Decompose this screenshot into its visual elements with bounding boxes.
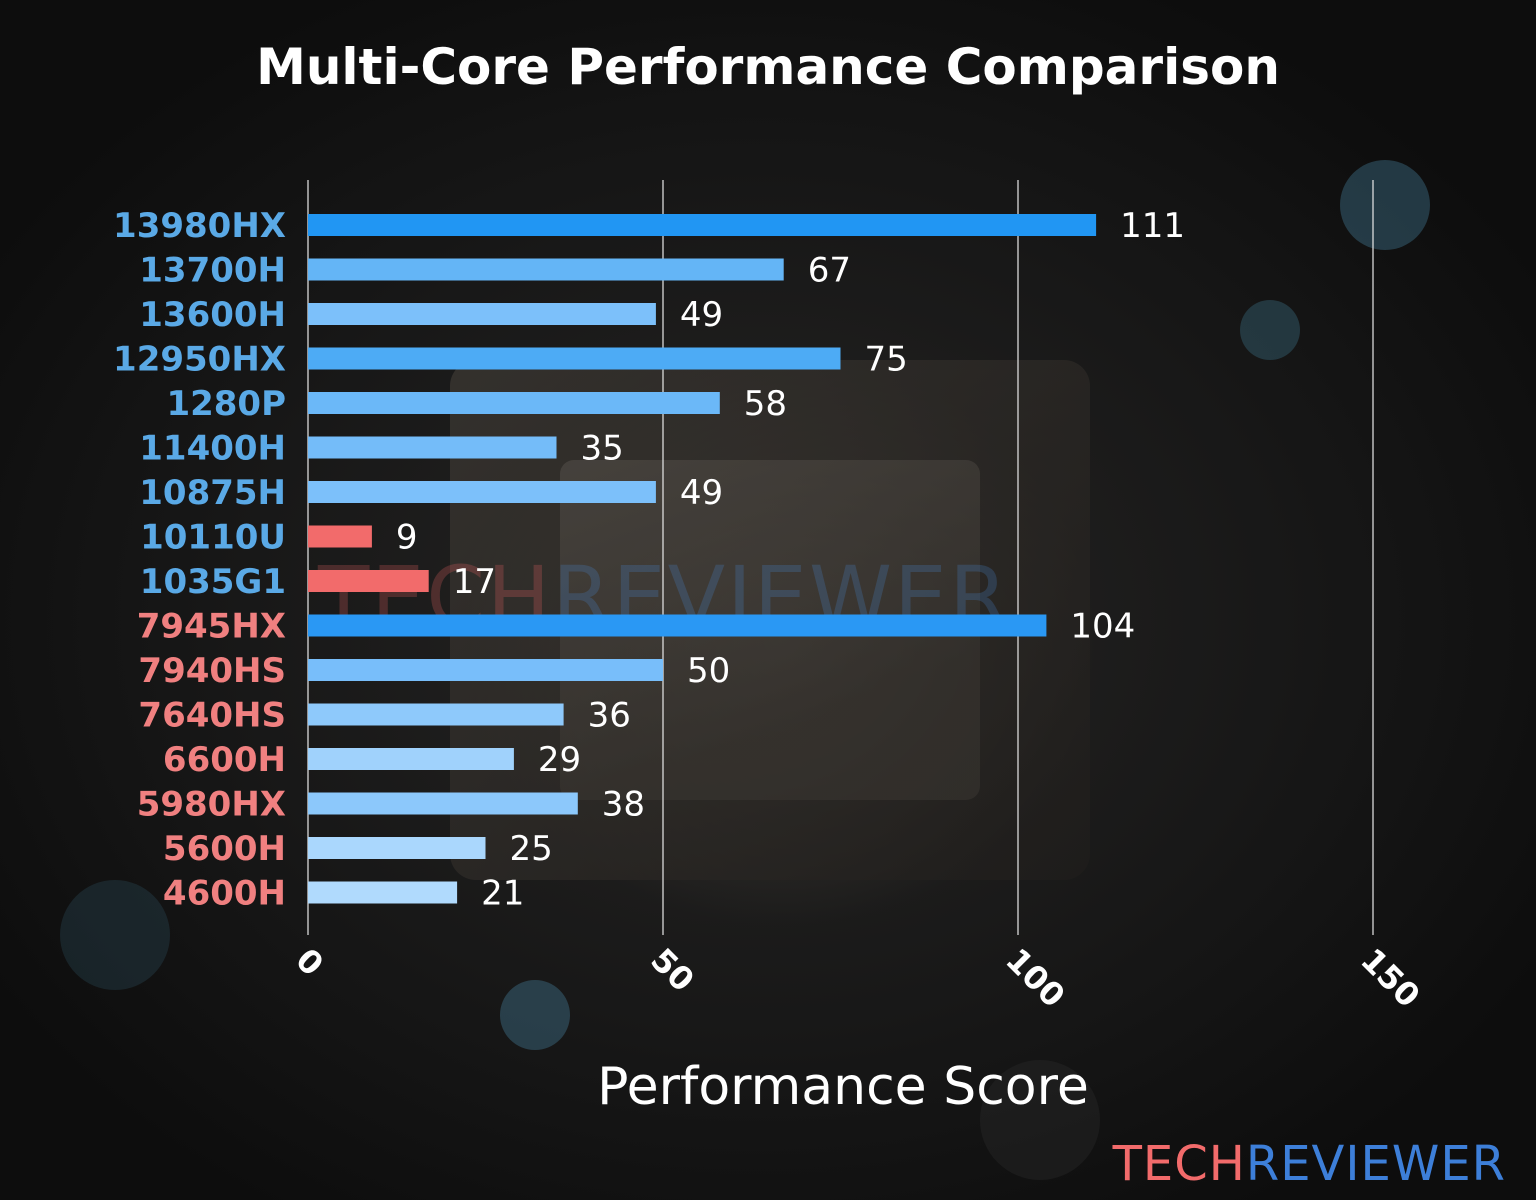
category-label: 7640HS xyxy=(138,696,286,736)
category-label: 6600H xyxy=(163,740,286,780)
x-axis-title: Performance Score xyxy=(597,1057,1089,1117)
data-label: 35 xyxy=(581,429,624,469)
bar xyxy=(308,570,429,592)
bokeh-light xyxy=(500,980,570,1050)
data-label: 17 xyxy=(453,562,496,602)
bokeh-light xyxy=(60,880,170,990)
data-label: 21 xyxy=(481,874,524,914)
category-label: 4600H xyxy=(163,874,286,914)
data-label: 29 xyxy=(538,740,581,780)
category-label: 1280P xyxy=(166,384,286,424)
category-label: 5980HX xyxy=(137,785,286,825)
category-label: 13700H xyxy=(139,251,286,291)
x-tick-label: 150 xyxy=(1353,941,1427,1015)
data-label: 58 xyxy=(744,384,787,424)
bar xyxy=(308,881,458,904)
bar xyxy=(308,214,1097,236)
data-label: 50 xyxy=(687,651,730,691)
data-label: 49 xyxy=(680,295,723,335)
bars xyxy=(308,214,1097,904)
bar xyxy=(308,436,557,459)
brand-logo-part1: TECH xyxy=(1112,1136,1246,1192)
data-label: 49 xyxy=(680,473,723,513)
data-label: 104 xyxy=(1070,607,1135,647)
category-label: 7940HS xyxy=(138,651,286,691)
brand-logo: TECHREVIEWER xyxy=(1113,1136,1506,1192)
bar xyxy=(308,837,486,859)
data-label: 25 xyxy=(510,829,553,869)
x-tick-label: 50 xyxy=(643,941,701,999)
bokeh-light xyxy=(1240,300,1300,360)
data-label: 111 xyxy=(1120,206,1185,246)
category-label: 1035G1 xyxy=(140,562,286,602)
bar xyxy=(308,347,841,370)
x-axis-ticks: 0 50 100 150 xyxy=(288,941,1427,1015)
bar xyxy=(308,659,663,681)
bar xyxy=(308,258,784,281)
chart-title: Multi-Core Performance Comparison xyxy=(256,38,1280,96)
bar xyxy=(308,748,514,770)
data-label: 36 xyxy=(588,696,631,736)
bar xyxy=(308,392,720,414)
category-label: 13980HX xyxy=(113,206,286,246)
data-label: 75 xyxy=(865,340,908,380)
category-label: 10110U xyxy=(140,518,286,558)
category-label: 5600H xyxy=(163,829,286,869)
bar xyxy=(308,614,1047,637)
bar xyxy=(308,703,564,726)
category-label: 7945HX xyxy=(137,607,286,647)
bar xyxy=(308,303,656,325)
data-label: 67 xyxy=(808,251,851,291)
category-label: 11400H xyxy=(139,429,286,469)
gridlines xyxy=(307,180,1374,935)
bar xyxy=(308,481,656,503)
x-tick-label: 100 xyxy=(998,941,1072,1015)
data-label: 9 xyxy=(396,518,418,558)
brand-logo-part2: REVIEWER xyxy=(1245,1136,1506,1192)
bokeh-light xyxy=(980,1060,1100,1180)
category-label: 13600H xyxy=(139,295,286,335)
x-tick-label: 0 xyxy=(288,941,331,984)
category-label: 12950HX xyxy=(113,340,286,380)
category-label: 10875H xyxy=(139,473,286,513)
bokeh-light xyxy=(1340,160,1430,250)
bar xyxy=(308,525,372,548)
data-label: 38 xyxy=(602,785,645,825)
bar xyxy=(308,792,578,815)
